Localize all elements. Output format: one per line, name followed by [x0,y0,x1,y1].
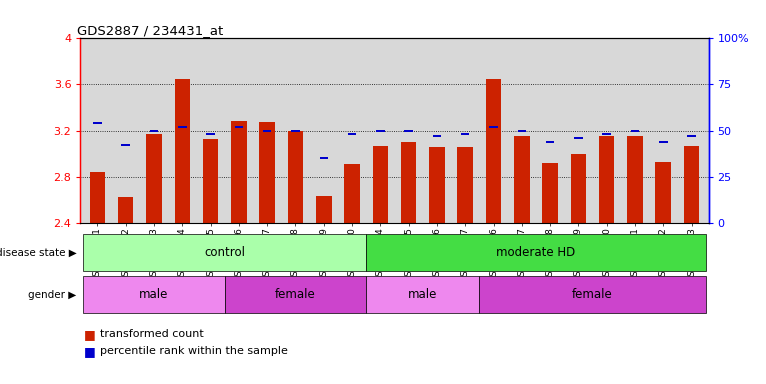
Bar [93,122,102,124]
Bar [291,129,300,132]
Text: GDS2887 / 234431_at: GDS2887 / 234431_at [77,24,224,37]
Bar [514,136,529,223]
Bar [344,164,360,223]
Text: female: female [572,288,613,301]
Text: female: female [275,288,316,301]
Bar [404,129,413,132]
Bar [316,196,332,223]
Bar [542,163,558,223]
Bar [684,146,699,223]
Bar [457,147,473,223]
Text: moderate HD: moderate HD [496,246,575,259]
Bar [372,146,388,223]
Text: ■: ■ [84,328,100,341]
Bar [429,147,445,223]
Bar [206,133,214,135]
Text: control: control [205,246,245,259]
Bar [687,135,696,137]
Bar [231,121,247,223]
Text: percentile rank within the sample: percentile rank within the sample [100,346,287,356]
Bar [602,133,611,135]
Bar [486,79,501,223]
Bar [83,276,224,313]
Bar [461,133,470,135]
Bar [518,129,526,132]
Bar [366,234,705,271]
Bar [224,276,366,313]
Text: male: male [408,288,437,301]
Bar [376,129,385,132]
Text: ■: ■ [84,345,100,358]
Text: transformed count: transformed count [100,329,203,339]
Bar [489,126,498,128]
Bar [659,141,667,142]
Bar [366,276,480,313]
Bar [571,154,586,223]
Bar [574,137,583,139]
Bar [260,122,275,223]
Bar [627,136,643,223]
Bar [348,133,356,135]
Bar [203,139,218,223]
Text: disease state ▶: disease state ▶ [0,247,77,258]
Bar [178,126,187,128]
Bar [433,135,441,137]
Bar [546,141,555,142]
Bar [401,142,417,223]
Bar [175,79,190,223]
Bar [90,172,105,223]
Bar [263,129,271,132]
Text: gender ▶: gender ▶ [28,290,77,300]
Bar [118,197,133,223]
Bar [480,276,705,313]
Bar [288,131,303,223]
Text: male: male [139,288,169,301]
Bar [146,134,162,223]
Bar [83,234,366,271]
Bar [599,136,614,223]
Bar [234,126,243,128]
Bar [656,162,671,223]
Bar [122,144,130,146]
Bar [319,157,328,159]
Bar [149,129,159,132]
Bar [630,129,640,132]
